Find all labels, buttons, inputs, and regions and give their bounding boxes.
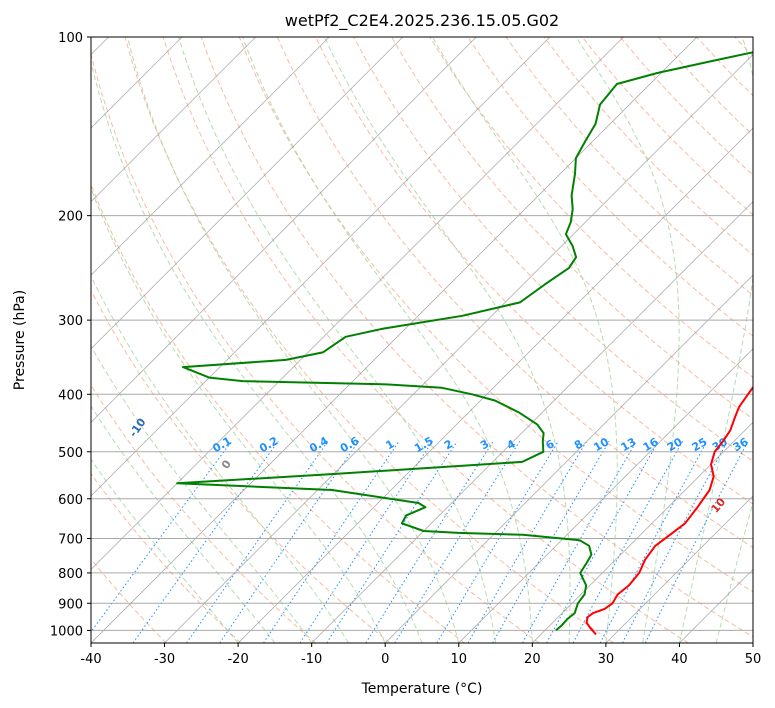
x-tick-label: 50	[745, 652, 762, 667]
x-tick-label: -40	[80, 652, 101, 667]
isotherm-line	[91, 37, 624, 571]
isotherm-line	[384, 274, 753, 643]
x-tick-label: 10	[451, 652, 468, 667]
dry-adiabat-line	[162, 37, 689, 643]
dry-adiabat-line	[91, 472, 242, 643]
isotherm-line	[458, 348, 753, 643]
x-tick-label: 30	[598, 652, 615, 667]
mixing-ratio-line	[326, 441, 458, 643]
temperature-profile-line	[585, 385, 753, 636]
isotherm-line	[164, 53, 753, 643]
isotherm-line	[532, 421, 753, 643]
x-tick-label: 40	[671, 652, 688, 667]
moist-adiabat-line	[678, 37, 753, 643]
isotherm-line	[91, 37, 330, 276]
y-tick-label: 500	[58, 446, 83, 461]
y-tick-label: 700	[58, 533, 83, 548]
x-tick-label: 0	[381, 652, 389, 667]
moist-adiabat-line	[575, 37, 680, 643]
series-layer	[176, 51, 753, 636]
moist-adiabat-line	[431, 37, 618, 643]
moist-adiabat-line	[324, 37, 571, 643]
dry-adiabat-line	[91, 384, 316, 643]
isotherm-line	[91, 37, 698, 643]
mixing-ratio-line	[132, 441, 279, 643]
mixing-ratio-line	[522, 441, 637, 643]
dry-adiabat-line	[91, 558, 167, 643]
y-axis-label: Pressure (hPa)	[12, 290, 28, 390]
dry-adiabat-line	[391, 37, 753, 420]
moist-adiabat-line	[127, 37, 460, 643]
dry-adiabat-line	[238, 37, 753, 593]
chart-title: wetPf2_C2E4.2025.236.15.05.G02	[285, 11, 559, 31]
y-tick-label: 300	[58, 314, 83, 329]
dry-adiabat-line	[353, 37, 753, 462]
y-tick-label: 200	[58, 210, 83, 225]
isotherm-line	[91, 37, 551, 497]
x-tick-label: -20	[227, 652, 248, 667]
y-tick-label: 1000	[50, 624, 83, 639]
mixing-ratio-line	[365, 441, 494, 643]
dry-adiabat-line	[124, 37, 614, 643]
dry-adiabat-line	[276, 37, 753, 549]
dewpoint-profile-line	[176, 51, 753, 632]
dry-adiabat-line	[315, 37, 753, 505]
grid-layer	[91, 37, 753, 643]
moist-adiabat-line	[91, 60, 423, 643]
mixing-ratio-line	[492, 441, 610, 643]
mixing-ratio-line	[91, 440, 233, 633]
mixing-ratio-line	[572, 441, 683, 643]
mixing-ratio-line	[219, 441, 360, 643]
y-tick-label: 600	[58, 493, 83, 508]
mixing-ratio-line	[299, 441, 434, 643]
moist-adiabat-line	[91, 405, 276, 643]
mixing-ratio-line	[546, 441, 659, 643]
isotherm-line	[91, 37, 404, 350]
mixing-ratio-line	[263, 441, 400, 643]
isotherm-line	[91, 37, 256, 203]
dry-adiabat-line	[200, 37, 753, 638]
y-tick-label: 900	[58, 597, 83, 612]
moist-adiabat-line	[91, 275, 349, 643]
moist-adiabat-line	[178, 37, 497, 643]
mixing-ratio-line	[436, 441, 559, 643]
dry-adiabat-line	[505, 37, 753, 296]
moist-adiabat-line	[715, 500, 753, 643]
y-tick-label: 100	[58, 31, 83, 46]
dry-adiabat-line	[91, 289, 391, 643]
dry-adiabat-line	[91, 51, 540, 643]
y-tick-label: 400	[58, 388, 83, 403]
moist-adiabat-line	[91, 458, 239, 643]
moist-adiabat-line	[91, 187, 386, 643]
moist-adiabat-line	[242, 37, 533, 643]
isotherm-line	[311, 201, 753, 643]
x-tick-label: 20	[524, 652, 541, 667]
mixing-ratio-line	[467, 441, 588, 643]
isotherm-line	[605, 495, 753, 643]
axis-layer: -40 -30 -20 -10 0 10 20 30 40 50 100 200 300 400 500 60…	[50, 31, 761, 667]
x-tick-label: -10	[301, 652, 322, 667]
dry-adiabat-line	[429, 37, 753, 378]
x-tick-label: -30	[154, 652, 175, 667]
y-tick-label: 800	[58, 567, 83, 582]
isotherm-line	[91, 37, 477, 423]
isotherm-line	[237, 127, 753, 643]
x-axis-label: Temperature (°C)	[361, 681, 483, 697]
plot-frame	[90, 36, 754, 644]
